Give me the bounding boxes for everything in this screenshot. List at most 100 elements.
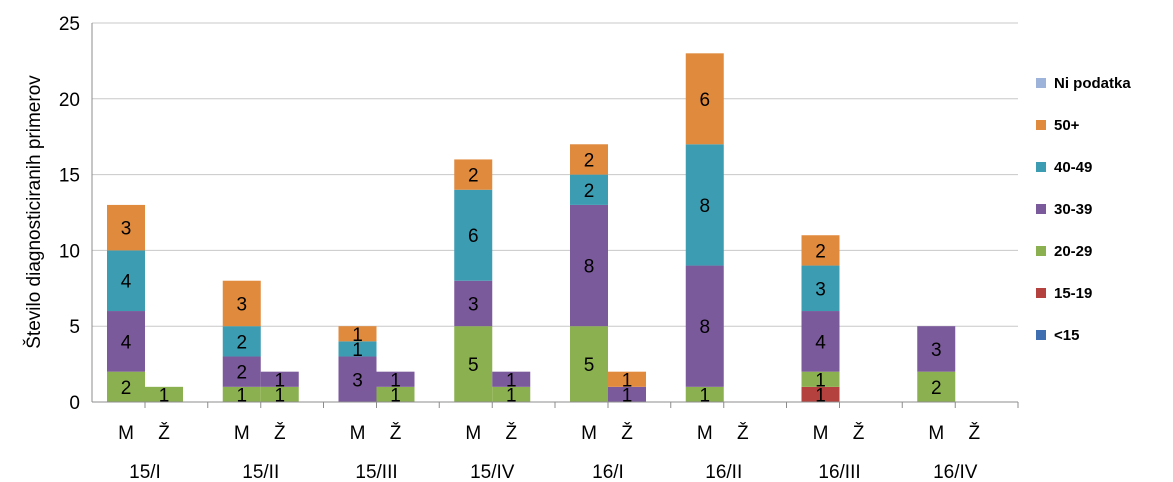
legend-entry: 20-29 (1054, 243, 1092, 260)
y-tick-label: 15 (59, 166, 80, 187)
bar-data-label: 1 (390, 370, 401, 391)
bar-segment (376, 371, 415, 387)
bar-data-label: 5 (468, 355, 479, 376)
y-tick-labels: 0 5 10 15 20 25 (59, 14, 80, 414)
bar-segment (801, 311, 840, 372)
bar-segment (260, 386, 299, 402)
x-category-label: M (813, 423, 829, 444)
bar-data-label: 2 (584, 150, 595, 171)
bar-data-label: 4 (815, 332, 826, 353)
bar-segment (454, 326, 493, 402)
bar-data-label: 1 (506, 370, 517, 391)
bar-data-label: 1 (352, 340, 363, 361)
y-tick-label: 5 (69, 317, 80, 338)
x-category-label: Ž (274, 422, 286, 444)
x-category-label: M (350, 423, 366, 444)
x-category-label: Ž (621, 422, 633, 444)
bar-data-label: 8 (699, 317, 710, 338)
bar-data-label: 3 (815, 279, 826, 300)
y-tick-label: 20 (59, 90, 80, 111)
bar-data-label: 3 (468, 294, 479, 315)
legend-entry: 15-19 (1054, 285, 1092, 302)
bar-segment (492, 386, 531, 402)
x-group-label: 15/IV (470, 462, 515, 482)
bar-segment (376, 386, 415, 402)
bar-data-label: 4 (121, 332, 132, 353)
bar-data-label: 2 (121, 378, 132, 399)
bar-data-label: 8 (584, 257, 595, 278)
bar-segment (492, 371, 531, 387)
x-group-label: 16/II (705, 462, 742, 482)
bar-segment (917, 326, 956, 372)
bar-segment (685, 265, 724, 387)
bar-segment (801, 371, 840, 387)
bar-data-label: 2 (468, 166, 479, 187)
x-category-label: M (581, 423, 597, 444)
bar-data-label: 1 (274, 385, 285, 406)
x-category-label: Ž (968, 422, 980, 444)
x-category-label: M (234, 423, 250, 444)
bar-data-label: 2 (584, 181, 595, 202)
bar-segment (338, 356, 377, 402)
bar-data-label: 8 (699, 196, 710, 217)
x-category-label: M (928, 423, 944, 444)
x-category-label: Ž (853, 422, 865, 444)
legend-swatch (1036, 120, 1046, 130)
bar-data-label: 2 (236, 332, 247, 353)
bar-segment (801, 265, 840, 312)
bar-segment (222, 280, 261, 327)
bar-data-label: 6 (468, 226, 479, 247)
bar-segment (222, 386, 261, 402)
legend-swatch (1036, 204, 1046, 214)
y-tick-label: 25 (59, 14, 80, 35)
legend-entry: 30-39 (1054, 201, 1092, 218)
bar-segment (917, 371, 956, 402)
bar-data-label: 1 (274, 370, 285, 391)
legend-entry: Ni podatka (1054, 75, 1131, 92)
bar-segment (570, 204, 608, 327)
bar-segment (608, 386, 646, 402)
bar-data-label: 1 (622, 370, 633, 391)
bar-data-label: 6 (699, 90, 710, 111)
x-group-labels: 15/I 15/II 15/III 15/IV 16/I 16/II 16/III 16/IV (129, 462, 978, 482)
x-group-label: 16/IV (933, 462, 978, 482)
bar-segment (685, 386, 724, 402)
bar-segment (454, 280, 493, 327)
x-group-label: 15/I (129, 462, 161, 482)
bar-data-label: 2 (236, 363, 247, 384)
bar-segment (107, 250, 145, 312)
bar-segment (570, 144, 608, 175)
bar-data-label: 2 (931, 378, 942, 399)
bar-segment (608, 371, 646, 387)
x-category-label: M (118, 423, 134, 444)
y-axis-label: Število diagnosticiranih primerov (23, 75, 45, 349)
x-group-label: 16/I (592, 462, 624, 482)
legend-swatch (1036, 288, 1046, 298)
legend-entry: 40-49 (1054, 159, 1092, 176)
bar-segment (338, 341, 377, 357)
x-category-label: Ž (390, 422, 402, 444)
bar-data-label: 3 (236, 294, 247, 315)
bar-segment (338, 326, 377, 342)
bar-data-label: 2 (815, 241, 826, 262)
x-group-label: 15/III (355, 462, 397, 482)
bar-data-label: 1 (815, 370, 826, 391)
x-group-label: 15/II (242, 462, 279, 482)
legend-swatch (1036, 78, 1046, 88)
bar-data-label: 3 (931, 340, 942, 361)
bar-segment (685, 144, 724, 266)
bar-segment (107, 371, 145, 402)
bar-data-label: 5 (584, 355, 595, 376)
x-category-label: Ž (158, 422, 170, 444)
bar-segment (222, 356, 261, 387)
y-tick-label: 0 (69, 393, 80, 414)
bar-data-label: 3 (121, 219, 132, 240)
bar-data-label: 1 (815, 385, 826, 406)
bar-data-label: 1 (506, 385, 517, 406)
bar-data-label: 1 (390, 385, 401, 406)
x-group-label: 16/III (818, 462, 860, 482)
x-category-label: Ž (737, 422, 749, 444)
legend-entry: <15 (1054, 327, 1079, 344)
